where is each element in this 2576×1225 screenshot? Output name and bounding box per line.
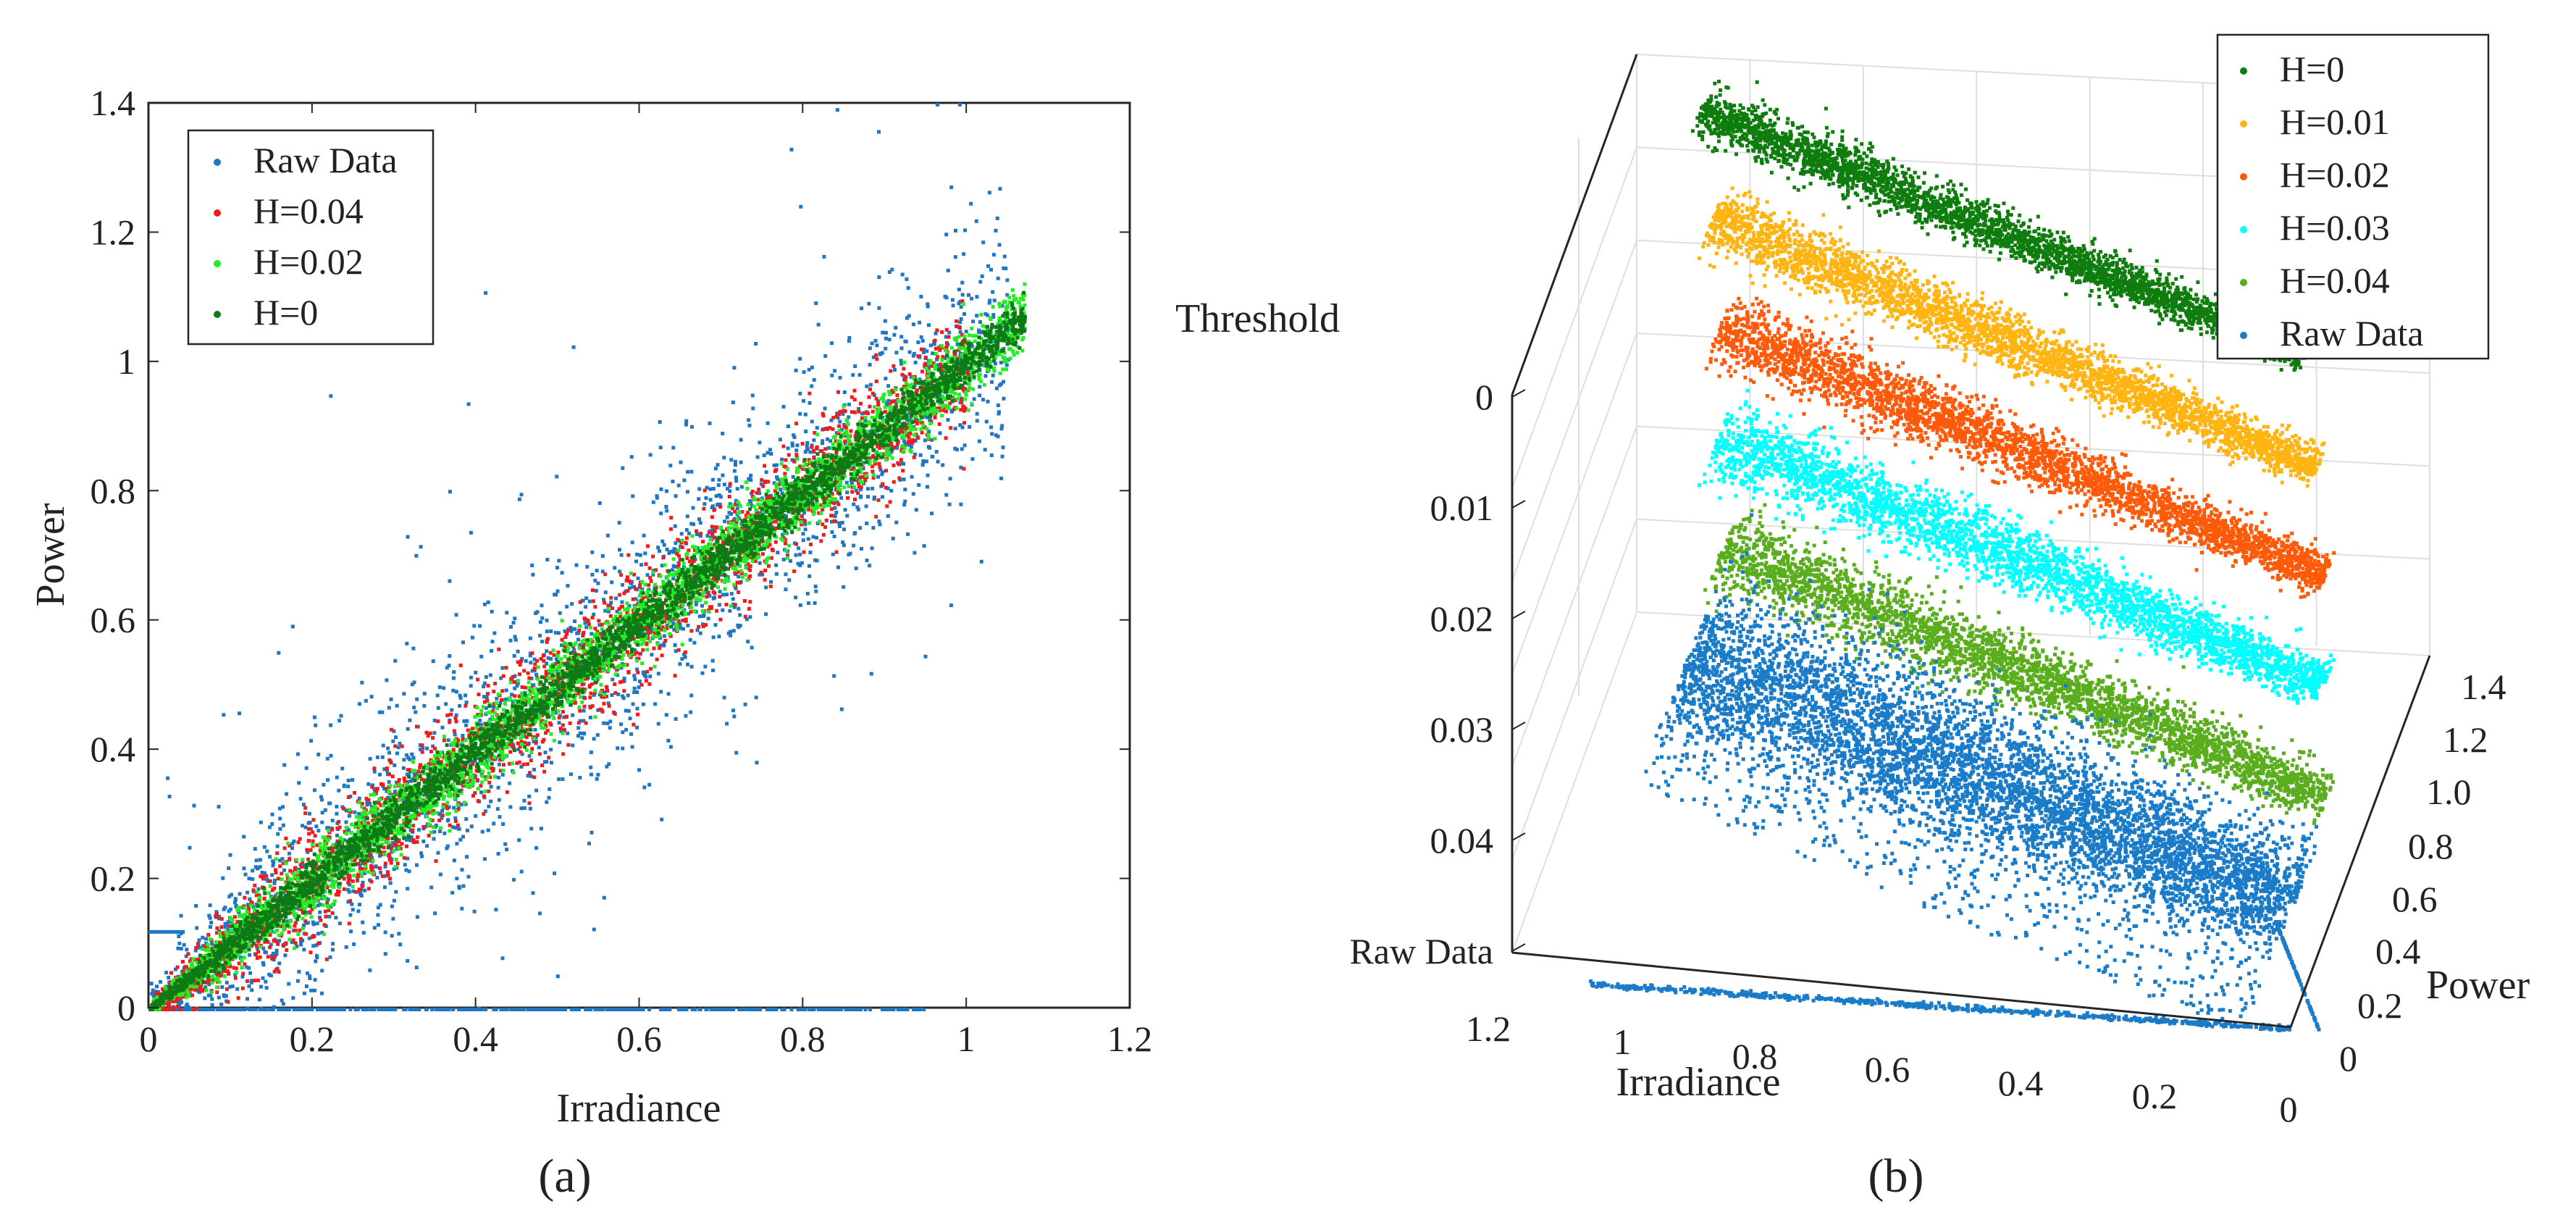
- irradiance-tick-label: 0.2: [2132, 1076, 2178, 1116]
- panel-b-axes: 1.2 1 0.8 0.6 0.4 0.2 000.20.40.60.81.01.21.40…: [1349, 54, 2506, 1129]
- threshold-tick-label: Raw Data: [1349, 931, 1493, 971]
- panel-a-ylabel: Power: [28, 503, 73, 606]
- band-h-0-04-points: [1703, 503, 2335, 825]
- legend-marker: [2240, 279, 2247, 286]
- irradiance-tick-label: 0.4: [1998, 1063, 2044, 1103]
- irradiance-tick-label: 0: [2280, 1089, 2298, 1129]
- legend-label: H=0.03: [2280, 207, 2390, 248]
- panel-b-legend-box: [2216, 33, 2490, 360]
- panel-a: 0 0.2 0.4 0.6 0.8 1 1.2 0 0.2 0.4 0.6 0.8 1 1.2 1.4 Ir…: [28, 83, 1152, 1203]
- panel-a-caption: (a): [538, 1150, 591, 1203]
- threshold-tick-mark: [1511, 722, 1526, 730]
- x-tick-label: 0.6: [616, 1019, 662, 1059]
- panel-b-xlabel: Irradiance: [1616, 1060, 1781, 1105]
- legend-label: H=0.01: [2280, 101, 2390, 142]
- panel-b-caption: (b): [1868, 1150, 1924, 1203]
- threshold-tick-label: 0.02: [1430, 598, 1494, 639]
- panel-b-scatter-points: [1589, 80, 2336, 1032]
- power-tick-label: 0.2: [2357, 985, 2403, 1026]
- y-tick-label: 0.6: [91, 600, 136, 640]
- legend-marker: [2240, 173, 2247, 180]
- threshold-tick-mark: [1511, 500, 1526, 509]
- band-h-0-02-points: [1704, 296, 2336, 599]
- x-tick-label: 0: [140, 1019, 158, 1059]
- band-h-0-01-points: [1697, 186, 2326, 488]
- power-tick-label: 1.2: [2443, 719, 2488, 760]
- legend-marker: [214, 260, 221, 267]
- threshold-tick-label: 0.03: [1430, 709, 1494, 750]
- x-tick-label: 0.8: [780, 1019, 826, 1059]
- band-h-0-points: [1690, 80, 2315, 372]
- y-tick-label: 1: [117, 341, 135, 382]
- power-tick-label: 0.8: [2408, 826, 2454, 866]
- power-tick-label: 1.0: [2426, 772, 2472, 812]
- grid-line: [1511, 519, 1637, 861]
- panel-a-ticks: 0 0.2 0.4 0.6 0.8 1 1.2 0 0.2 0.4 0.6 0.8 1 1.2 1.4: [91, 83, 1153, 1059]
- legend-label: H=0.04: [2280, 260, 2390, 301]
- threshold-tick-mark: [1511, 611, 1526, 619]
- x-tick-label: 0.4: [453, 1019, 498, 1059]
- panel-b: 1.2 1 0.8 0.6 0.4 0.2 000.20.40.60.81.01.21.40…: [1175, 33, 2530, 1203]
- irradiance-tick-label: 0.6: [1865, 1049, 1910, 1090]
- power-tick-label: 0: [2339, 1038, 2357, 1079]
- panel-b-zlabel: Threshold: [1175, 296, 1340, 341]
- panel-b-ylabel: Power: [2426, 963, 2530, 1008]
- grid-line: [1511, 240, 1637, 582]
- x-tick-label: 0.2: [290, 1019, 335, 1059]
- threshold-tick-mark: [1511, 943, 1526, 952]
- power-axis-line: [2289, 655, 2431, 1028]
- legend-marker: [2240, 332, 2247, 339]
- panel-a-legend-box: [187, 129, 435, 346]
- irradiance-tick-label: 1.2: [1466, 1008, 1511, 1049]
- threshold-tick-label: 0.01: [1430, 488, 1494, 528]
- power-tick-label: 0.6: [2392, 879, 2438, 919]
- legend-marker: [2240, 67, 2247, 75]
- y-tick-label: 0.8: [91, 470, 136, 511]
- legend-label: H=0.04: [253, 191, 364, 231]
- grid-line: [1511, 333, 1637, 674]
- x-tick-label: 1: [957, 1019, 976, 1059]
- y-tick-label: 0.4: [91, 729, 136, 769]
- power-tick-label: 0.4: [2375, 931, 2421, 971]
- grid-line: [1511, 425, 1637, 767]
- legend-label: Raw Data: [253, 140, 398, 180]
- y-tick-label: 0: [117, 987, 135, 1028]
- legend-marker: [214, 209, 221, 217]
- series-h-0-points: [148, 290, 1028, 1012]
- legend-label: H=0: [2280, 49, 2344, 89]
- x-tick-label: 1.2: [1107, 1019, 1153, 1059]
- band-raw-data-points: [1589, 513, 2321, 1032]
- panel-a-legend: Raw Data H=0.04 H=0.02 H=0: [187, 129, 435, 346]
- series-h-0-02-points: [148, 282, 1027, 1011]
- legend-label: H=0: [253, 292, 318, 333]
- legend-label: H=0.02: [253, 241, 364, 282]
- legend-label: H=0.02: [2280, 154, 2390, 195]
- y-tick-label: 1.2: [91, 212, 136, 252]
- legend-label: Raw Data: [2280, 313, 2424, 354]
- panel-a-xlabel: Irradiance: [557, 1086, 721, 1131]
- box-edge: [1511, 54, 1638, 396]
- power-tick-label: 1.4: [2461, 666, 2506, 707]
- threshold-tick-label: 0.04: [1430, 820, 1494, 861]
- legend-marker: [214, 159, 221, 166]
- panel-a-scatter-points: [148, 103, 1028, 1012]
- threshold-tick-mark: [1511, 389, 1526, 398]
- y-tick-label: 0.2: [91, 858, 136, 899]
- legend-marker: [2240, 226, 2247, 233]
- band-h-0-03-points: [1698, 388, 2336, 705]
- threshold-tick-mark: [1511, 832, 1526, 841]
- irradiance-tick-label: 1: [1614, 1021, 1632, 1062]
- irradiance-tick-label: 0.8: [1732, 1036, 1778, 1076]
- legend-marker: [214, 311, 221, 318]
- grid-line: [1511, 146, 1637, 488]
- threshold-tick-label: 0: [1475, 377, 1493, 417]
- legend-marker: [2240, 120, 2247, 127]
- y-tick-label: 1.4: [91, 83, 136, 123]
- irradiance-axis-line: [1511, 951, 2291, 1029]
- panel-b-legend: H=0 H=0.01 H=0.02 H=0.03 H=0.04 Raw Data: [2216, 33, 2490, 360]
